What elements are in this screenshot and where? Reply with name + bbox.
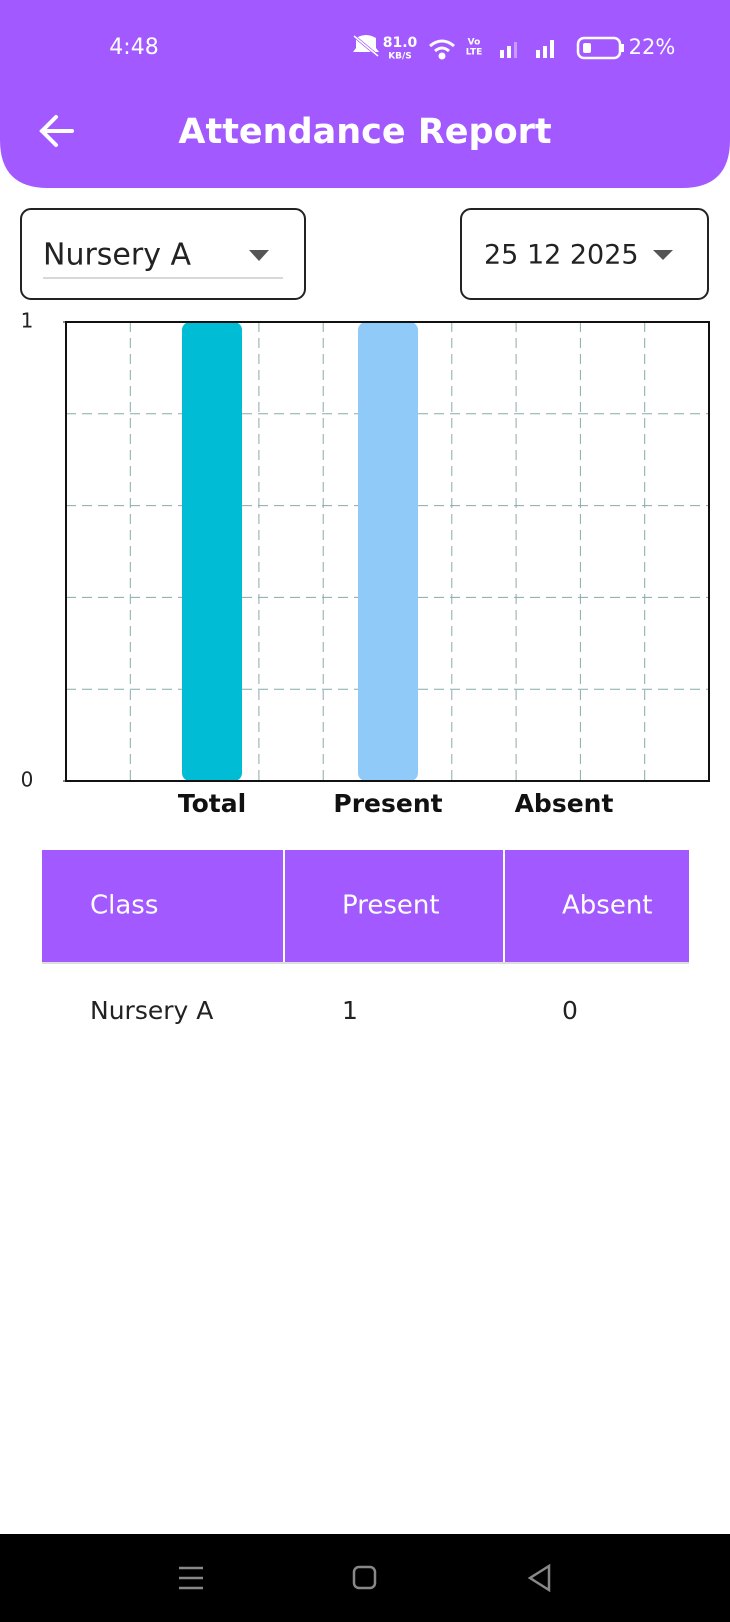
bar xyxy=(182,322,242,781)
nav-back[interactable] xyxy=(527,1563,551,1593)
x-tick-label: Present xyxy=(333,789,442,818)
table-cell: 0 xyxy=(562,996,578,1025)
bar xyxy=(358,322,418,781)
table-header-cell: Absent xyxy=(562,891,653,921)
battery-icon xyxy=(576,36,624,60)
wifi-icon xyxy=(429,39,455,60)
date-value: 25 12 2025 xyxy=(484,240,639,271)
status-time: 4:48 xyxy=(109,35,158,60)
class-value: Nursery A xyxy=(43,238,192,273)
chart: 0 1 Total Present Absent xyxy=(21,309,614,819)
y-tick-label: 0 xyxy=(21,768,34,792)
chart-frame xyxy=(65,321,710,782)
net-speed-unit: KB/S xyxy=(388,52,412,62)
table-header-bg xyxy=(42,850,689,962)
table-header-cell: Class xyxy=(90,891,158,921)
mute-icon xyxy=(353,34,379,58)
nav-home[interactable] xyxy=(352,1565,377,1590)
nav-bar xyxy=(0,1534,730,1622)
app-bar xyxy=(0,0,730,188)
signal-icons xyxy=(500,40,554,58)
nav-buttons xyxy=(179,1563,551,1593)
network-top: Vo xyxy=(468,38,481,48)
back-button[interactable] xyxy=(39,115,74,147)
x-tick-label: Total xyxy=(178,789,246,818)
x-tick-label: Absent xyxy=(515,789,614,818)
table-cell: 1 xyxy=(342,996,358,1025)
net-speed: 81.0 xyxy=(383,35,418,51)
nav-menu[interactable] xyxy=(179,1566,203,1590)
attendance-table: Class Present Absent Nursery A 1 0 xyxy=(42,850,689,1025)
battery-level: 22% xyxy=(629,35,676,59)
date-dropdown[interactable]: 25 12 2025 xyxy=(460,208,709,300)
table-header-cell: Present xyxy=(342,891,440,921)
page-title: Attendance Report xyxy=(178,112,551,152)
table-cell: Nursery A xyxy=(90,996,213,1025)
network-bottom: LTE xyxy=(466,48,483,58)
y-tick-label: 1 xyxy=(21,309,34,333)
class-dropdown[interactable]: Nursery A xyxy=(20,208,306,300)
